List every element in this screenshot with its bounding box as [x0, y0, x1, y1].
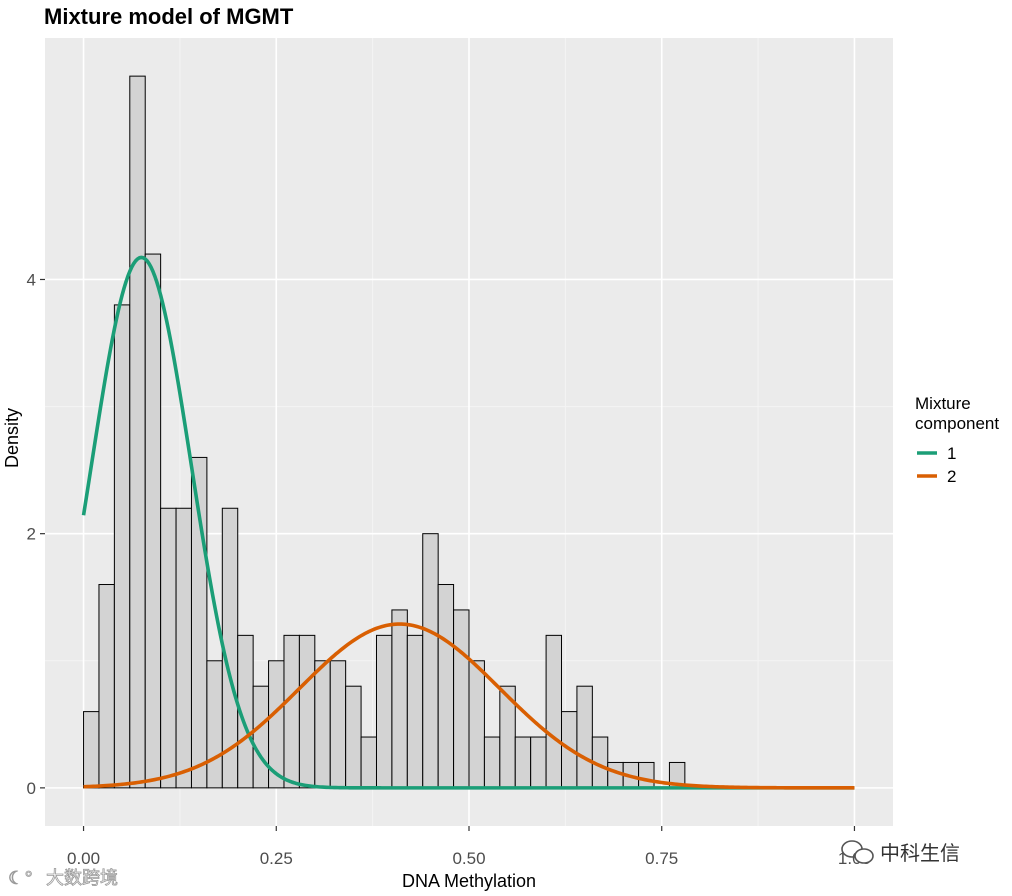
grid-major — [45, 38, 893, 826]
histogram-bar — [329, 660, 347, 789]
legend-label-2: 2 — [947, 467, 956, 486]
x-tick-label: 0.25 — [260, 849, 293, 868]
histogram-bar — [437, 584, 455, 789]
histogram-bar — [283, 634, 300, 789]
x-tick-label: 0.00 — [67, 849, 100, 868]
y-tick-label: 2 — [27, 525, 36, 544]
histogram-bar — [530, 736, 547, 789]
legend: Mixture component 12 — [915, 394, 999, 486]
watermark-right-text: 中科生信 — [880, 841, 960, 865]
histogram-bar — [98, 584, 115, 789]
y-axis-ticks: 0 2 4 — [27, 270, 45, 798]
histogram-bar — [83, 711, 100, 789]
x-tick-label: 0.50 — [452, 849, 485, 868]
histogram-bar — [406, 634, 424, 789]
legend-title-line: component — [915, 414, 999, 433]
histogram-bar — [453, 609, 470, 789]
y-tick-label: 4 — [27, 270, 36, 289]
legend-label-1: 1 — [947, 444, 956, 463]
histogram-bar — [514, 736, 532, 789]
legend-items: 12 — [917, 444, 956, 486]
watermark-right: 中科生信 — [841, 840, 960, 865]
histogram-bar — [345, 685, 362, 789]
histogram-bar — [468, 660, 485, 789]
histogram-bar — [160, 507, 177, 789]
wechat-icon — [841, 840, 874, 864]
histogram-bar — [422, 533, 439, 789]
histogram-bar — [175, 507, 192, 789]
watermark-logo-icon: ☾° — [8, 868, 33, 889]
histogram-bar — [638, 761, 655, 789]
watermark-left: ☾° 大数跨境 — [8, 868, 119, 890]
legend-title-line: Mixture — [915, 394, 971, 413]
x-axis-ticks: 0.00 0.25 0.50 0.75 1.00 — [67, 826, 871, 868]
density-curves — [81, 255, 855, 790]
histogram-bar — [545, 634, 563, 789]
legend-title: Mixture component — [915, 394, 999, 433]
density-curve-2 — [83, 622, 855, 790]
histogram-bar — [391, 609, 408, 789]
histogram-bar — [375, 634, 393, 789]
histogram-bar — [298, 634, 316, 789]
histogram-bar — [576, 685, 593, 789]
x-axis-title: DNA Methylation — [402, 871, 536, 891]
y-axis-title: Density — [2, 408, 22, 468]
x-tick-label: 0.75 — [645, 849, 678, 868]
histogram-bar — [314, 660, 331, 789]
histogram-bar — [483, 736, 501, 789]
chart-title: Mixture model of MGMT — [44, 4, 294, 29]
histogram-bar — [252, 685, 270, 789]
histogram-bar — [360, 736, 377, 789]
y-tick-label: 0 — [27, 779, 36, 798]
histogram-bar — [129, 75, 146, 789]
watermark-left-text: 大数跨境 — [46, 868, 118, 889]
histogram-bar — [206, 660, 223, 789]
histogram-bar — [113, 304, 131, 789]
histogram-bar — [144, 253, 162, 789]
